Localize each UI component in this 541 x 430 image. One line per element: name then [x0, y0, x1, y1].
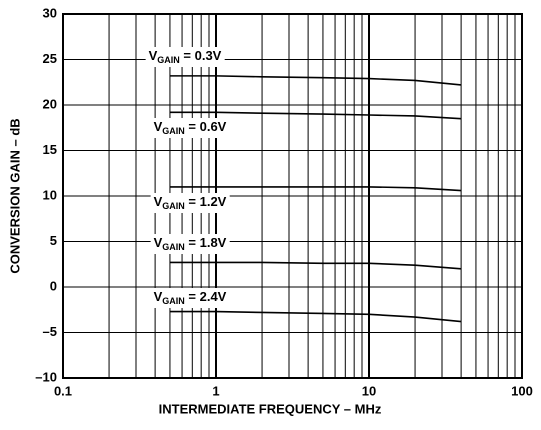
label-background	[150, 288, 230, 308]
series-label-part: = 2.4V	[185, 289, 227, 304]
series-label-part: V	[154, 119, 163, 134]
y-tick-label: 15	[43, 142, 57, 157]
series-label-part: V	[154, 289, 163, 304]
series-label: VGAIN = 1.2V	[154, 194, 227, 211]
label-background	[150, 118, 230, 138]
series-label-part: = 0.3V	[180, 48, 222, 63]
series-label-part: = 0.6V	[185, 119, 227, 134]
series-label-part: = 1.2V	[185, 194, 227, 209]
series-label-part: GAIN	[162, 242, 185, 252]
series-line	[169, 75, 462, 86]
y-tick-label: 0	[50, 278, 57, 293]
series-label: VGAIN = 0.3V	[149, 48, 222, 65]
series-label-part: V	[154, 194, 163, 209]
series-line	[169, 111, 462, 120]
x-axis-label: INTERMEDIATE FREQUENCY – MHz	[159, 401, 382, 416]
plot-frame	[62, 13, 523, 379]
label-background	[150, 234, 230, 254]
label-background	[145, 47, 225, 67]
label-background	[150, 193, 230, 213]
series-label: VGAIN = 0.6V	[154, 119, 227, 136]
y-tick-label: –5	[43, 324, 57, 339]
series-label-part: GAIN	[162, 201, 185, 211]
series-line	[169, 310, 462, 323]
series-label-part: V	[149, 48, 158, 63]
series-label: VGAIN = 1.8V	[154, 235, 227, 252]
series-line	[169, 186, 462, 192]
series-label-part: = 1.8V	[185, 235, 227, 250]
y-tick-label: 20	[43, 96, 57, 111]
series-label-part: GAIN	[157, 55, 180, 65]
x-tick-label: 100	[511, 383, 533, 398]
x-tick-label: 10	[362, 383, 376, 398]
x-tick-label: 0.1	[54, 383, 72, 398]
y-tick-label: 25	[43, 51, 57, 66]
y-tick-label: 10	[43, 187, 57, 202]
y-tick-label: 30	[43, 5, 57, 20]
y-tick-label: –10	[35, 369, 57, 384]
y-tick-label: 5	[50, 233, 57, 248]
series-label-part: V	[154, 235, 163, 250]
x-tick-label: 1	[212, 383, 219, 398]
series-label-part: GAIN	[162, 126, 185, 136]
series-line	[169, 261, 462, 270]
series-label-part: GAIN	[162, 296, 185, 306]
series-label: VGAIN = 2.4V	[154, 289, 227, 306]
y-axis-label: CONVERSION GAIN – dB	[7, 118, 22, 273]
